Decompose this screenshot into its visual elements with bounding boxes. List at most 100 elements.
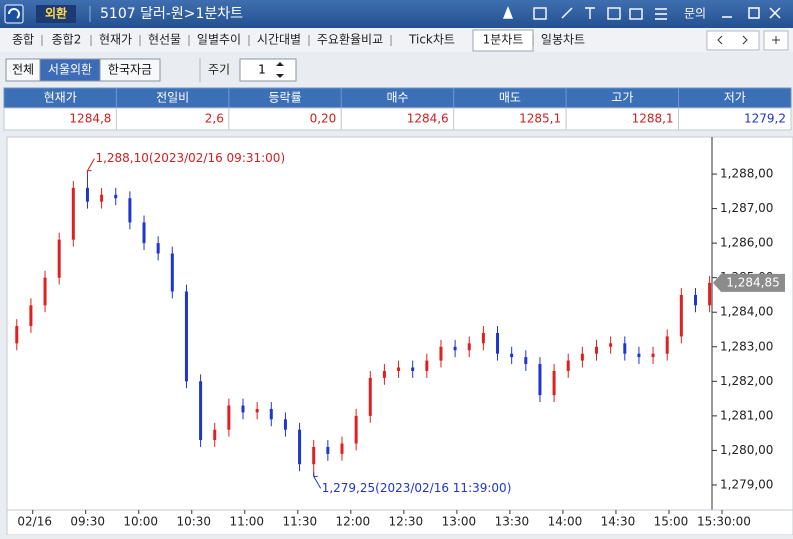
badge-box [36, 5, 76, 23]
help-link[interactable]: 문의 [684, 7, 706, 21]
period-value[interactable]: 1 [258, 63, 266, 77]
candle-body [538, 364, 542, 396]
window-controls[interactable] [722, 7, 781, 19]
x-axis-area [6, 509, 793, 536]
candle-body [142, 222, 146, 244]
candle-body [57, 239, 61, 278]
y-tick-label: 1,287,00 [720, 201, 773, 215]
x-tick-label: 13:00 [442, 515, 477, 529]
candle-body [354, 415, 358, 444]
candle-body [623, 343, 627, 354]
market-label[interactable]: 서울외환 [48, 63, 92, 77]
candle-body [580, 353, 584, 361]
candle-body [114, 194, 118, 199]
x-tick-label: 11:30 [283, 515, 318, 529]
tab[interactable]: 일봉차트 [541, 33, 585, 47]
x-tick-label: 11:00 [229, 515, 264, 529]
candle-body [609, 343, 613, 347]
badge: 외환 [45, 6, 67, 21]
tab[interactable]: 종합 [12, 33, 34, 47]
candle-body [708, 282, 712, 306]
market-label[interactable]: 전체 [12, 63, 34, 77]
annotation-arrow [86, 158, 95, 175]
candle-body [283, 419, 287, 430]
value-text: 1279,2 [744, 112, 786, 126]
candle-body [227, 405, 231, 430]
value-text: 1284,8 [69, 112, 111, 126]
candle-body [467, 343, 471, 351]
candle-body [439, 346, 443, 361]
header-text: 전일비 [156, 91, 189, 105]
value-cell [678, 107, 792, 131]
y-tick-label: 1,288,00 [720, 167, 773, 181]
value-text: 2,6 [205, 112, 224, 126]
candle-body [156, 243, 160, 254]
candle-body [29, 305, 33, 327]
x-tick-label: 14:00 [548, 515, 583, 529]
candle-body [184, 291, 188, 382]
candle-body [524, 357, 528, 365]
tab[interactable]: 1분차트 [483, 33, 524, 47]
candle-body [298, 429, 302, 465]
candle-body [679, 294, 683, 337]
y-tick-label: 1,281,00 [720, 408, 773, 422]
annotation: 1,279,25(2023/02/16 11:39:00) [322, 481, 512, 495]
value-text: 1285,1 [519, 112, 561, 126]
candle-body [269, 408, 273, 420]
tab-scroll[interactable] [706, 30, 760, 51]
header-text: 매도 [499, 91, 521, 105]
tab-arrows[interactable] [717, 35, 748, 45]
tab-bar [0, 28, 793, 52]
candle-body [255, 408, 259, 413]
period-spin[interactable] [239, 58, 297, 82]
x-tick-label: 02/16 [17, 515, 52, 529]
candle-body [368, 377, 372, 416]
candle-body [128, 198, 132, 223]
app-icon-glyph [8, 8, 20, 19]
x-tick-label: 13:30 [495, 515, 530, 529]
market-label[interactable]: 한국자금 [108, 63, 152, 77]
candle-body [43, 277, 47, 306]
candle-body [637, 353, 641, 358]
value-text: 1284,6 [407, 112, 449, 126]
x-tick-label: 10:30 [176, 515, 211, 529]
candle-body [552, 370, 556, 396]
tab[interactable]: 현재가 [99, 33, 132, 47]
candle-body [170, 253, 174, 292]
market-button[interactable] [99, 58, 161, 82]
x-tick-label: 12:00 [336, 515, 371, 529]
y-tick-label: 1,280,00 [720, 443, 773, 457]
x-tick-label: 15:30:00 [697, 515, 751, 529]
tab[interactable]: 주요환율비교 [317, 33, 383, 47]
tab[interactable]: Tick차트 [408, 33, 455, 47]
app-icon [4, 4, 24, 24]
x-tick-label: 14:30 [601, 515, 636, 529]
x-tick-label: 10:00 [123, 515, 158, 529]
y-tick-label: 1,284,00 [720, 305, 773, 319]
chart: 1,279,00 1,280,00 1,281,00 1,282,00 1,283,00… [15, 151, 785, 529]
candle-body [213, 429, 217, 441]
candle-body [665, 336, 669, 354]
candle-body [566, 360, 570, 371]
candle-body [100, 194, 104, 202]
candle-body [453, 346, 457, 351]
tab[interactable]: 종합2 [52, 33, 82, 47]
candle-body [411, 367, 415, 371]
candle-body [85, 187, 89, 202]
candle-body [71, 187, 75, 240]
tab[interactable]: 일별추이 [197, 33, 241, 47]
candle-body [340, 443, 344, 454]
candle-body [481, 332, 485, 344]
period-label: 주기 [208, 63, 230, 77]
candle-body [241, 405, 245, 413]
x-tick-label: 09:30 [70, 515, 105, 529]
tab[interactable]: 현선물 [148, 33, 181, 47]
tab[interactable]: 시간대별 [257, 33, 301, 47]
header-text: 매수 [386, 91, 408, 105]
x-tick-label: 12:30 [389, 515, 424, 529]
y-tick-label: 1,283,00 [720, 339, 773, 353]
window-title: 5107 달러-원>1분차트 [100, 6, 243, 22]
header-text: 등락률 [269, 91, 302, 105]
spin-arrows[interactable] [276, 62, 284, 78]
